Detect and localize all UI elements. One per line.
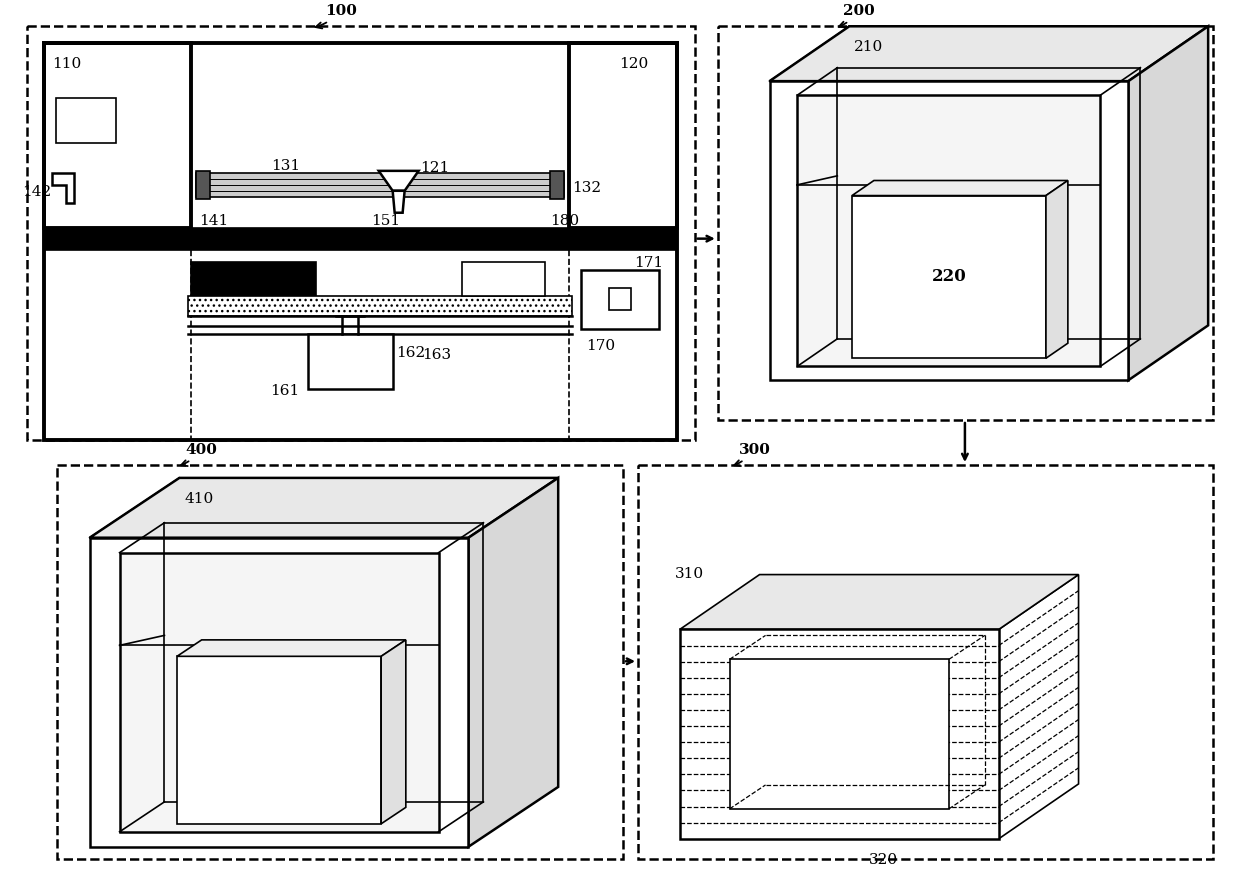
Bar [582,270,658,330]
Bar [609,288,631,310]
Polygon shape [393,191,404,213]
Polygon shape [1045,180,1068,358]
Bar [43,43,677,440]
Text: 300: 300 [734,443,770,466]
Polygon shape [1128,27,1208,380]
Text: 171: 171 [634,255,663,270]
Polygon shape [770,81,1128,380]
Text: 170: 170 [587,339,615,354]
Bar [57,465,622,858]
Text: 132: 132 [572,181,601,194]
Text: 161: 161 [270,385,299,398]
Polygon shape [52,173,73,202]
Bar [729,659,949,809]
Text: 164: 164 [196,267,226,280]
Text: 200: 200 [838,4,875,27]
Text: 151: 151 [371,214,401,228]
Text: 180: 180 [551,214,579,228]
Bar [56,98,115,143]
Polygon shape [177,656,381,824]
Bar [43,228,677,249]
Text: 420: 420 [131,677,161,691]
Text: 100: 100 [316,4,357,28]
Bar [43,43,191,228]
Text: 111: 111 [53,99,83,113]
Polygon shape [469,478,558,847]
Text: 162: 162 [396,347,425,361]
Text: 122: 122 [329,175,358,189]
Text: 310: 310 [675,567,704,581]
Bar [191,262,316,296]
Polygon shape [998,575,1079,839]
Bar [797,95,1100,366]
Text: 131: 131 [272,159,300,173]
Polygon shape [177,640,405,656]
Polygon shape [378,171,419,191]
Polygon shape [680,629,998,839]
Text: 120: 120 [619,57,649,72]
Polygon shape [852,180,1068,195]
Bar [637,465,1213,858]
Polygon shape [196,171,211,199]
Text: 210: 210 [854,41,884,54]
Bar [569,43,677,228]
Bar [308,334,393,389]
Text: 121: 121 [420,161,450,175]
Bar [718,27,1213,420]
Polygon shape [381,640,405,824]
Text: 110: 110 [52,57,81,72]
Text: 220: 220 [931,269,966,286]
Text: 320: 320 [869,853,898,866]
Polygon shape [852,195,1045,358]
Bar [27,27,694,440]
Polygon shape [188,296,572,316]
Text: 230: 230 [802,113,832,127]
Bar [119,552,439,832]
Polygon shape [680,575,1079,629]
Text: 410: 410 [185,492,213,506]
Polygon shape [770,27,1208,81]
Text: 400: 400 [181,443,217,466]
Polygon shape [89,478,558,537]
Text: 142: 142 [22,185,51,199]
Polygon shape [196,173,564,197]
Bar [463,262,546,296]
Polygon shape [551,171,564,199]
Polygon shape [89,537,469,847]
Text: 141: 141 [200,214,228,228]
Text: 163: 163 [423,348,451,362]
